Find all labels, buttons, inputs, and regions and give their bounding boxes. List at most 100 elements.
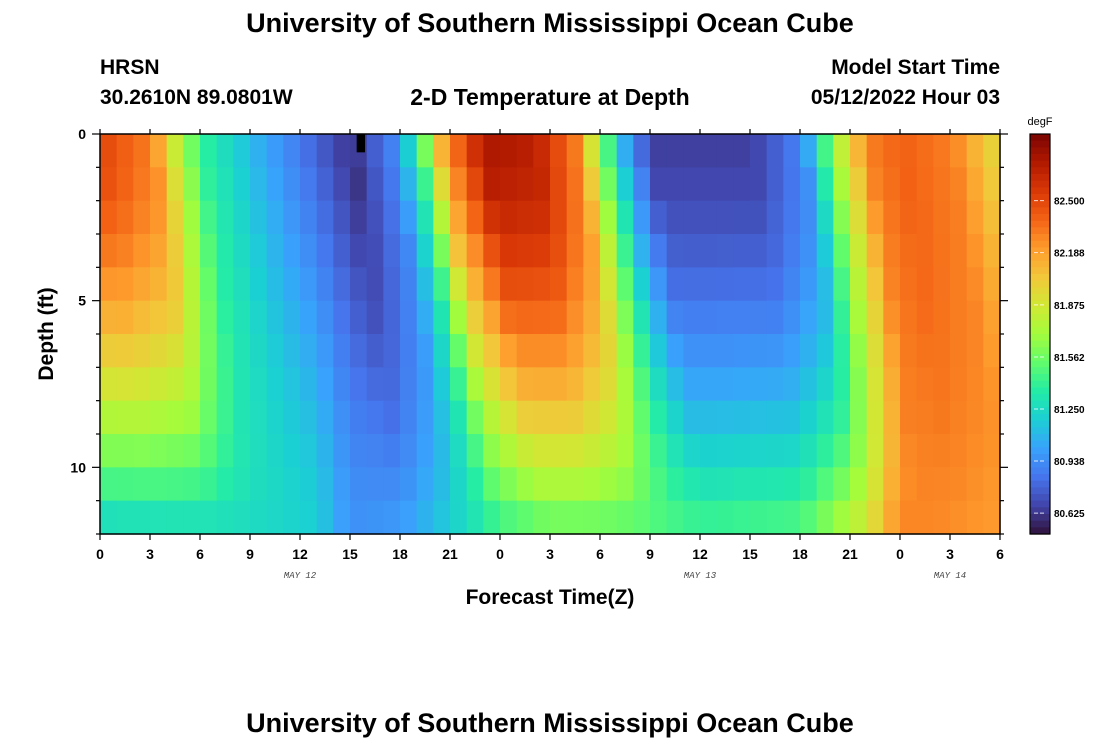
heatmap-cell — [816, 134, 834, 168]
heatmap-cell — [550, 167, 568, 202]
heatmap-cell — [733, 200, 751, 235]
colorbar-segment — [1030, 180, 1050, 188]
x-axis-title: Forecast Time(Z) — [466, 586, 635, 609]
heatmap-cell — [233, 500, 251, 535]
colorbar-segment — [1030, 474, 1050, 482]
heatmap-cell — [450, 367, 468, 402]
heatmap-cell — [800, 467, 818, 502]
heatmap-cell — [150, 300, 168, 335]
heatmap-cell — [716, 467, 734, 502]
heatmap-cell — [533, 234, 551, 268]
heatmap-cell — [233, 367, 251, 402]
heatmap-cell — [366, 434, 384, 468]
heatmap-cell — [416, 234, 434, 268]
colorbar-segment — [1030, 280, 1050, 288]
heatmap-cell — [400, 334, 418, 368]
heatmap-cell — [433, 300, 451, 335]
heatmap-cell — [716, 134, 734, 168]
colorbar-segment — [1030, 374, 1050, 382]
heatmap-cell — [533, 334, 551, 368]
model-start-label: Model Start Time — [831, 56, 1000, 79]
heatmap-cell — [633, 167, 651, 202]
heatmap-cell — [516, 167, 534, 202]
heatmap-cell — [766, 300, 784, 335]
heatmap-cell — [833, 300, 851, 335]
heatmap-cell — [733, 134, 751, 168]
heatmap-cell — [783, 200, 801, 235]
heatmap-cell — [916, 334, 934, 368]
heatmap-cell — [350, 500, 368, 535]
heatmap-cell — [366, 167, 384, 202]
heatmap-cell — [466, 367, 484, 402]
heatmap-cell — [583, 300, 601, 335]
heatmap-cell — [600, 400, 618, 435]
heatmap-cell — [483, 167, 501, 202]
heatmap-cell — [950, 267, 968, 302]
heatmap-cell — [466, 400, 484, 435]
heatmap-cell — [616, 234, 634, 268]
heatmap-cell — [133, 334, 151, 368]
heatmap-cell — [850, 234, 868, 268]
x-tick-label: 21 — [842, 546, 858, 562]
x-tick-label: 0 — [96, 546, 104, 562]
heatmap-cell — [400, 367, 418, 402]
heatmap-cell — [750, 400, 768, 435]
heatmap-cell — [850, 500, 868, 535]
heatmap-cell — [983, 267, 1001, 302]
colorbar-segment — [1030, 480, 1050, 488]
heatmap-cell — [933, 267, 951, 302]
heatmap-cell — [200, 267, 218, 302]
heatmap-cell — [800, 334, 818, 368]
heatmap-cell — [833, 500, 851, 535]
colorbar-segment — [1030, 394, 1050, 402]
heatmap-cell — [850, 300, 868, 335]
heatmap-cell — [950, 500, 968, 535]
heatmap-cell — [983, 500, 1001, 535]
heatmap-cell — [266, 134, 284, 168]
heatmap-cells — [100, 134, 1001, 535]
heatmap-cell — [833, 234, 851, 268]
heatmap-cell — [583, 400, 601, 435]
heatmap-cell — [416, 300, 434, 335]
heatmap-cell — [750, 167, 768, 202]
heatmap-cell — [483, 267, 501, 302]
heatmap-cell — [416, 434, 434, 468]
heatmap-cell — [666, 167, 684, 202]
heatmap-cell — [416, 267, 434, 302]
heatmap-cell — [233, 334, 251, 368]
heatmap-cell — [766, 267, 784, 302]
x-tick-label: 0 — [496, 546, 504, 562]
heatmap-cell — [100, 267, 118, 302]
heatmap-cell — [116, 500, 134, 535]
page-title: University of Southern Mississippi Ocean… — [246, 8, 854, 38]
heatmap-cell — [216, 167, 234, 202]
heatmap-cell — [183, 367, 201, 402]
heatmap-cell — [783, 434, 801, 468]
heatmap-cell — [283, 500, 301, 535]
heatmap-cell — [733, 367, 751, 402]
heatmap-cell — [866, 134, 884, 168]
heatmap-cell — [100, 200, 118, 235]
heatmap-cell — [683, 400, 701, 435]
heatmap-cell — [983, 134, 1001, 168]
heatmap-cell — [816, 234, 834, 268]
heatmap-cell — [266, 500, 284, 535]
heatmap-cell — [266, 234, 284, 268]
heatmap-cell — [633, 434, 651, 468]
heatmap-cell — [400, 234, 418, 268]
colorbar-label: 81.250 — [1054, 405, 1085, 416]
heatmap-cell — [450, 334, 468, 368]
heatmap-cell — [983, 400, 1001, 435]
heatmap-cell — [666, 300, 684, 335]
heatmap-cell — [816, 300, 834, 335]
heatmap-cell — [166, 500, 184, 535]
colorbar-segment — [1030, 454, 1050, 462]
heatmap-cell — [800, 367, 818, 402]
heatmap-cell — [866, 334, 884, 368]
heatmap-cell — [616, 400, 634, 435]
heatmap-cell — [166, 400, 184, 435]
heatmap-cell — [666, 400, 684, 435]
heatmap-cell — [366, 467, 384, 502]
heatmap-cell — [616, 267, 634, 302]
heatmap-cell — [750, 267, 768, 302]
